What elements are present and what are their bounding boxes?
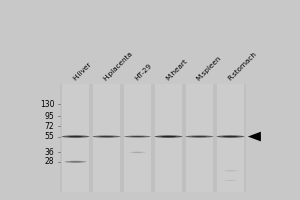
Ellipse shape xyxy=(70,161,82,162)
Ellipse shape xyxy=(223,170,238,171)
Bar xyxy=(91,84,122,192)
Ellipse shape xyxy=(226,180,235,181)
Bar xyxy=(215,84,246,192)
Ellipse shape xyxy=(61,135,89,138)
Text: HT-29: HT-29 xyxy=(133,63,152,82)
Text: M.heart: M.heart xyxy=(164,58,188,82)
Bar xyxy=(184,84,215,192)
Ellipse shape xyxy=(68,136,83,137)
Bar xyxy=(122,84,153,192)
Ellipse shape xyxy=(65,161,86,163)
Text: 36: 36 xyxy=(45,148,54,157)
Ellipse shape xyxy=(192,136,207,137)
Bar xyxy=(94,84,119,192)
Ellipse shape xyxy=(161,136,176,137)
Bar xyxy=(124,84,151,192)
Ellipse shape xyxy=(223,180,238,181)
Text: R.stomach: R.stomach xyxy=(226,51,257,82)
Ellipse shape xyxy=(133,152,142,153)
Ellipse shape xyxy=(130,136,145,137)
Text: 28: 28 xyxy=(45,157,54,166)
Bar xyxy=(187,84,212,192)
Ellipse shape xyxy=(154,135,182,138)
Polygon shape xyxy=(248,132,261,141)
Text: 55: 55 xyxy=(45,132,54,141)
Ellipse shape xyxy=(223,136,238,137)
Ellipse shape xyxy=(130,152,145,153)
Ellipse shape xyxy=(124,136,151,138)
Bar xyxy=(155,84,182,192)
Ellipse shape xyxy=(185,135,213,138)
Text: 130: 130 xyxy=(40,100,54,109)
Ellipse shape xyxy=(226,170,235,171)
Text: H.placenta: H.placenta xyxy=(102,50,134,82)
Text: 72: 72 xyxy=(45,122,54,131)
Text: H.liver: H.liver xyxy=(71,61,92,82)
Bar xyxy=(60,84,91,192)
Bar xyxy=(153,84,184,192)
Ellipse shape xyxy=(92,135,120,138)
Ellipse shape xyxy=(99,136,114,137)
Ellipse shape xyxy=(217,135,244,138)
Text: M.spleen: M.spleen xyxy=(195,55,222,82)
Text: 95: 95 xyxy=(45,112,54,121)
Bar xyxy=(218,84,244,192)
Bar xyxy=(62,84,88,192)
